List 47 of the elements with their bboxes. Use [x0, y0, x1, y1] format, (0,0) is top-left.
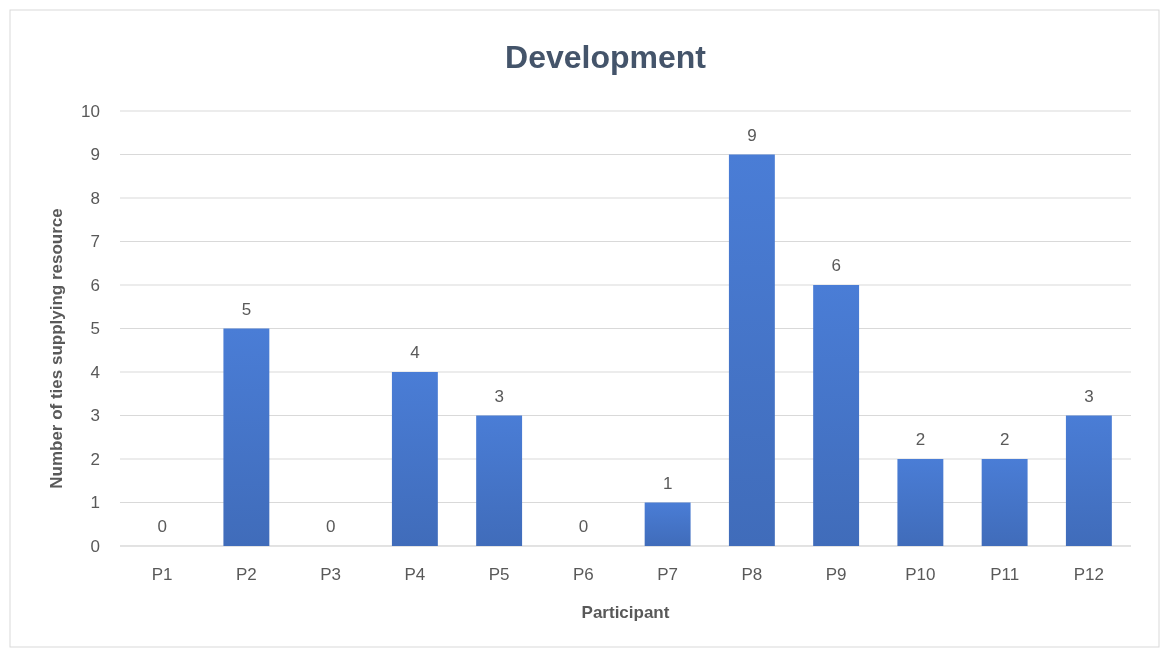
data-label: 9 [747, 125, 757, 145]
y-tick-label: 10 [81, 101, 100, 121]
y-tick-label: 1 [90, 493, 100, 513]
bar [981, 459, 1028, 546]
x-axis-title: Participant [581, 603, 670, 622]
x-tick-label: P11 [990, 565, 1020, 584]
bar [644, 502, 691, 546]
x-tick-label: P2 [235, 565, 257, 584]
data-label: 3 [1084, 386, 1094, 406]
bar [391, 372, 438, 546]
data-label: 2 [915, 430, 926, 449]
data-label: 1 [662, 473, 673, 493]
data-label: 5 [241, 299, 252, 319]
data-label: 3 [494, 386, 504, 406]
y-tick-label: 4 [90, 362, 100, 382]
x-tick-label: P1 [151, 565, 173, 584]
bar [897, 459, 944, 546]
x-tick-label: P7 [657, 565, 679, 584]
data-label: 4 [410, 343, 420, 362]
bar [728, 154, 775, 546]
y-tick-label: 2 [90, 449, 100, 469]
data-label: 0 [157, 517, 167, 536]
x-tick-label: P9 [825, 565, 847, 584]
y-tick-label: 3 [90, 406, 100, 426]
x-tick-label: P5 [488, 565, 510, 584]
y-tick-label: 6 [90, 275, 100, 295]
data-label: 0 [325, 517, 336, 536]
bar [813, 285, 860, 546]
y-tick-label: 9 [90, 145, 100, 165]
x-tick-label: P6 [572, 565, 594, 584]
y-tick-label: 0 [90, 536, 100, 556]
x-tick-label: P12 [1073, 565, 1104, 584]
bar [223, 328, 270, 546]
y-tick-label: 7 [90, 232, 100, 252]
bar [476, 415, 523, 546]
y-axis-title: Number of ties supplying resource [47, 208, 66, 489]
y-tick-label: 8 [90, 188, 100, 208]
y-tick-label: 5 [90, 319, 100, 339]
x-tick-label: P3 [320, 565, 342, 584]
bar [1065, 415, 1112, 546]
data-label: 6 [831, 256, 841, 275]
x-tick-label: P4 [404, 565, 426, 584]
data-label: 2 [999, 430, 1010, 449]
x-tick-label: P8 [741, 565, 763, 584]
x-tick-label: P10 [905, 565, 936, 584]
data-label: 0 [578, 517, 589, 536]
chart-title: Development [505, 39, 707, 75]
